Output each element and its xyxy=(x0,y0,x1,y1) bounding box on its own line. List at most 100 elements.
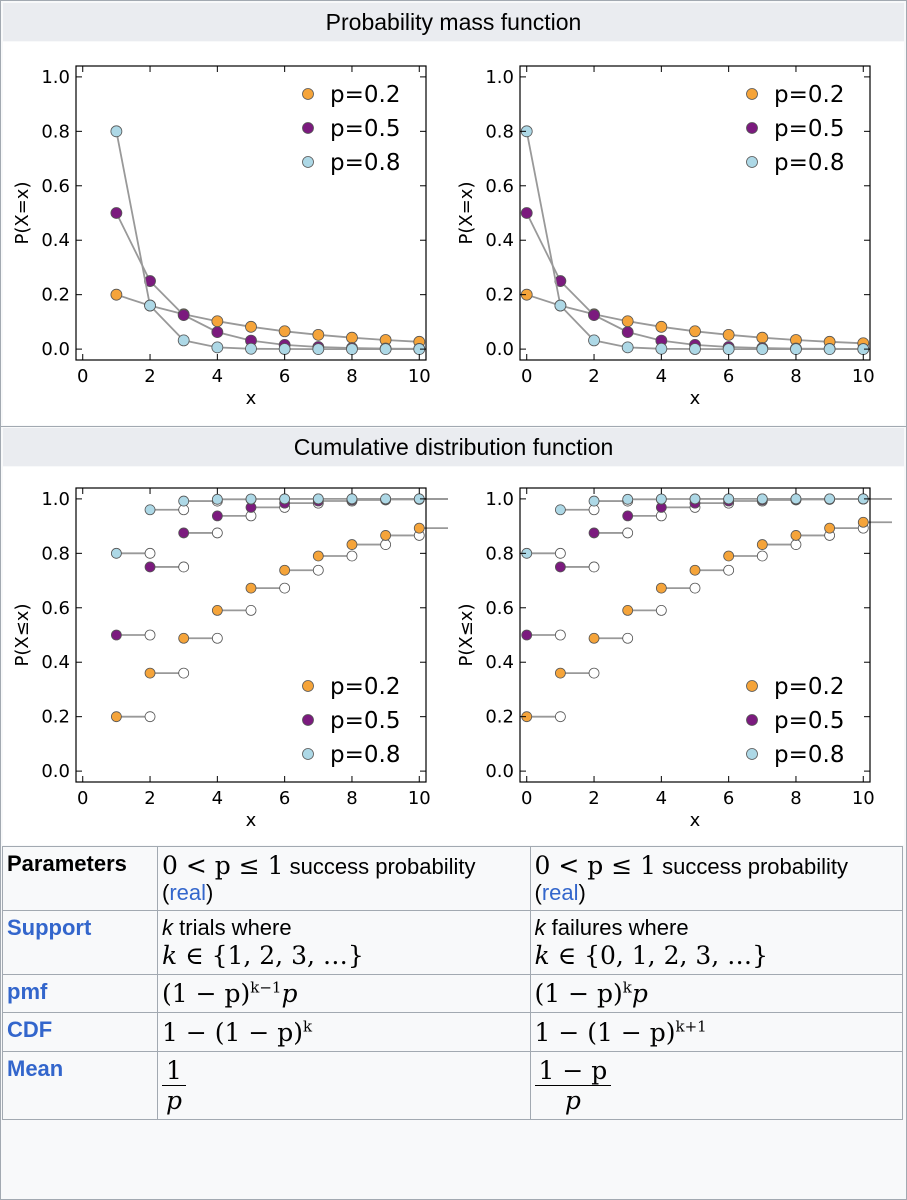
mean-label[interactable]: Mean xyxy=(2,1050,158,1120)
parameters-math: 0 < p ≤ 1 xyxy=(534,851,657,880)
pmf-trials: (1 − p)k−1p xyxy=(157,973,531,1014)
data-point xyxy=(245,493,257,505)
open-point xyxy=(655,604,667,616)
data-point xyxy=(346,493,358,505)
data-point xyxy=(554,561,566,573)
data-point xyxy=(144,667,156,679)
data-point xyxy=(588,527,600,539)
pmf-label[interactable]: pmf xyxy=(2,973,158,1014)
open-point xyxy=(689,582,701,594)
y-tick-label: 0.2 xyxy=(41,285,70,306)
legend-marker xyxy=(746,122,758,134)
pmf-failures: (1 − p)kp xyxy=(529,973,903,1014)
open-point xyxy=(380,539,392,550)
data-point xyxy=(622,604,634,616)
x-tick-label: 0 xyxy=(77,366,88,387)
legend-marker xyxy=(302,156,314,168)
legend-label: p=0.5 xyxy=(774,708,844,734)
parameters-failures: 0 < p ≤ 1 success probability (real) xyxy=(529,846,903,911)
open-point xyxy=(178,561,190,573)
data-point xyxy=(178,495,190,507)
y-tick-label: 1.0 xyxy=(485,489,514,510)
data-point xyxy=(622,510,634,522)
legend-label: p=0.2 xyxy=(330,82,400,108)
open-point xyxy=(790,539,802,550)
y-tick-label: 0.6 xyxy=(485,176,514,197)
y-axis-label: P(X=x) xyxy=(12,182,33,245)
data-point xyxy=(346,539,358,550)
y-tick-label: 1.0 xyxy=(485,67,514,88)
y-axis-label: P(X≤x) xyxy=(12,604,33,667)
cdf-section-title: Cumulative distribution function xyxy=(3,428,904,466)
y-tick-label: 0.8 xyxy=(485,543,514,564)
y-tick-label: 1.0 xyxy=(41,489,70,510)
data-point xyxy=(177,309,190,321)
y-tick-label: 0.6 xyxy=(41,598,70,619)
data-point xyxy=(279,564,291,576)
y-tick-label: 0.2 xyxy=(485,285,514,306)
data-point xyxy=(655,342,668,355)
data-point xyxy=(211,510,223,522)
data-point xyxy=(245,582,257,594)
open-point xyxy=(554,629,566,641)
legend-label: p=0.5 xyxy=(330,116,400,142)
data-point xyxy=(621,341,634,354)
y-tick-label: 0.4 xyxy=(41,652,70,673)
open-point xyxy=(279,582,291,594)
paren-open: ( xyxy=(534,880,542,905)
x-tick-label: 8 xyxy=(790,788,801,809)
y-axis-label: P(X≤x) xyxy=(456,604,477,667)
legend-label: p=0.2 xyxy=(330,674,400,700)
cdf-label[interactable]: CDF xyxy=(2,1012,158,1052)
data-point xyxy=(312,550,324,562)
legend-marker xyxy=(302,748,314,760)
series-line xyxy=(115,131,420,351)
data-point xyxy=(857,516,869,528)
y-tick-label: 0.0 xyxy=(41,761,70,782)
open-point xyxy=(588,561,600,573)
data-point xyxy=(823,343,836,356)
series-p=0.2 xyxy=(110,522,448,723)
x-tick-label: 8 xyxy=(346,366,357,387)
divider xyxy=(1,426,906,427)
y-tick-label: 0.8 xyxy=(41,543,70,564)
open-point xyxy=(554,711,566,723)
data-point xyxy=(689,564,701,576)
support-text: failures where xyxy=(551,915,689,940)
support-trials: k trials where k ∈ {1, 2, 3, …} xyxy=(157,910,531,975)
data-point xyxy=(521,629,533,641)
data-point xyxy=(346,331,358,344)
data-point xyxy=(756,493,768,505)
x-tick-label: 10 xyxy=(408,366,431,387)
support-label[interactable]: Support xyxy=(2,910,158,975)
plot-frame xyxy=(519,487,871,783)
x-tick-label: 0 xyxy=(77,788,88,809)
data-point xyxy=(211,493,223,505)
data-point xyxy=(413,522,425,534)
legend-marker xyxy=(746,714,758,726)
data-point xyxy=(554,299,567,312)
support-math-var: k xyxy=(162,941,178,970)
open-point xyxy=(245,604,257,616)
y-tick-label: 0.2 xyxy=(41,707,70,728)
x-tick-label: 10 xyxy=(852,366,875,387)
series-p=0.8 xyxy=(520,125,870,356)
real-link[interactable]: real xyxy=(169,880,207,905)
open-point xyxy=(554,547,566,559)
real-link[interactable]: real xyxy=(541,880,579,905)
data-point xyxy=(211,326,224,338)
data-point xyxy=(790,493,802,505)
y-tick-label: 0.8 xyxy=(41,121,70,142)
legend-label: p=0.8 xyxy=(774,150,844,176)
series-line xyxy=(116,293,420,343)
data-point xyxy=(554,504,566,516)
data-point xyxy=(278,343,291,355)
data-point xyxy=(110,711,122,723)
series-p=0.8 xyxy=(521,493,892,559)
y-tick-label: 0.8 xyxy=(485,121,514,142)
x-tick-label: 2 xyxy=(588,788,599,809)
plot-frame xyxy=(519,65,871,361)
legend-marker xyxy=(746,88,758,100)
